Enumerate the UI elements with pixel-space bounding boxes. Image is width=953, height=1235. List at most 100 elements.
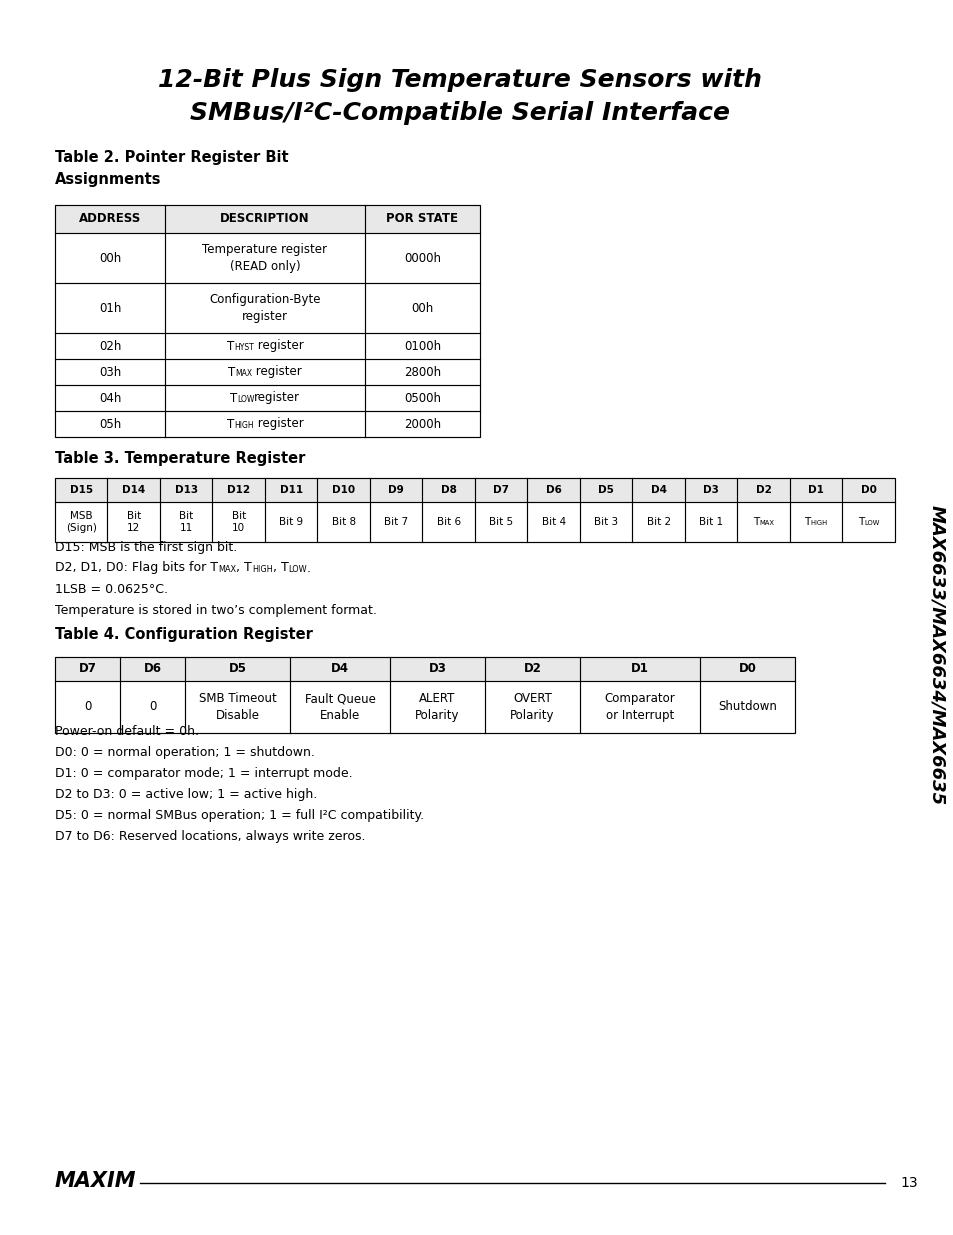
Text: D5: 0 = normal SMBus operation; 1 = full I²C compatibility.: D5: 0 = normal SMBus operation; 1 = full… [55,809,424,823]
Text: D12: D12 [227,485,250,495]
Text: Bit 8: Bit 8 [332,517,355,527]
Text: Bit 2: Bit 2 [646,517,670,527]
Text: D6: D6 [545,485,561,495]
Text: T: T [857,517,863,527]
Text: D7: D7 [493,485,509,495]
Text: ADDRESS: ADDRESS [79,212,141,226]
Text: SMBus/I²C-Compatible Serial Interface: SMBus/I²C-Compatible Serial Interface [190,101,729,125]
Text: HIGH: HIGH [233,421,253,430]
Text: D15: D15 [70,485,92,495]
Text: Fault Queue
Enable: Fault Queue Enable [304,693,375,721]
Text: D11: D11 [279,485,302,495]
Text: 00h: 00h [99,252,121,264]
Text: .: . [307,562,311,574]
Text: 2800h: 2800h [403,366,440,378]
Text: MAXIM: MAXIM [55,1171,136,1191]
Text: 0: 0 [84,700,91,714]
Text: 03h: 03h [99,366,121,378]
Text: D8: D8 [440,485,456,495]
Text: Temperature register
(READ only): Temperature register (READ only) [202,243,327,273]
Text: Configuration-Byte
register: Configuration-Byte register [209,293,320,322]
Text: register: register [252,366,302,378]
Text: MAX: MAX [218,566,236,574]
Text: HYST: HYST [233,343,253,352]
Text: D2, D1, D0: Flag bits for T: D2, D1, D0: Flag bits for T [55,562,218,574]
Text: D1: D1 [807,485,823,495]
Text: LOW: LOW [288,566,307,574]
Text: OVERT
Polarity: OVERT Polarity [510,693,554,721]
Text: Temperature is stored in two’s complement format.: Temperature is stored in two’s complemen… [55,604,376,618]
Text: Bit 7: Bit 7 [384,517,408,527]
Text: Bit 1: Bit 1 [699,517,722,527]
Text: Bit
10: Bit 10 [232,510,246,534]
Text: 2000h: 2000h [403,417,440,431]
Text: T: T [228,366,235,378]
Text: 0100h: 0100h [403,340,440,352]
Text: D5: D5 [229,662,246,676]
Text: MSB
(Sign): MSB (Sign) [66,510,96,534]
Text: 02h: 02h [99,340,121,352]
Text: 01h: 01h [99,301,121,315]
Text: T: T [803,517,810,527]
Text: Bit 4: Bit 4 [541,517,565,527]
Text: D0: 0 = normal operation; 1 = shutdown.: D0: 0 = normal operation; 1 = shutdown. [55,746,314,760]
Text: Shutdown: Shutdown [718,700,776,714]
Text: MAX: MAX [235,369,252,378]
Text: T: T [752,517,759,527]
Text: /\/\/\X/\/\: /\/\/\X/\/\ [55,1182,61,1184]
Text: 0000h: 0000h [403,252,440,264]
Text: D6: D6 [143,662,161,676]
Text: Table 4. Configuration Register: Table 4. Configuration Register [55,627,313,642]
Text: D0: D0 [860,485,876,495]
Text: D3: D3 [428,662,446,676]
Text: HIGH: HIGH [252,566,273,574]
Text: SMB Timeout
Disable: SMB Timeout Disable [198,693,276,721]
Text: D0: D0 [738,662,756,676]
Text: ALERT
Polarity: ALERT Polarity [415,693,459,721]
Text: D7: D7 [78,662,96,676]
Text: LOW: LOW [236,395,254,404]
Text: Bit 3: Bit 3 [594,517,618,527]
Text: Power-on default = 0h.: Power-on default = 0h. [55,725,199,739]
Text: D13: D13 [174,485,197,495]
Text: D3: D3 [702,485,719,495]
Text: 12-Bit Plus Sign Temperature Sensors with: 12-Bit Plus Sign Temperature Sensors wit… [158,68,761,91]
Text: 1LSB = 0.0625°C.: 1LSB = 0.0625°C. [55,583,168,597]
Text: 05h: 05h [99,417,121,431]
Text: D5: D5 [598,485,614,495]
Text: D2: D2 [523,662,541,676]
Text: D1: D1 [630,662,648,676]
Bar [55,205,479,437]
Text: D4: D4 [331,662,349,676]
Text: D9: D9 [388,485,404,495]
Text: D2: D2 [755,485,771,495]
Text: Table 3. Temperature Register: Table 3. Temperature Register [55,451,305,466]
Bar [55,205,479,233]
Text: D7 to D6: Reserved locations, always write zeros.: D7 to D6: Reserved locations, always wri… [55,830,365,844]
Text: 04h: 04h [99,391,121,405]
Text: 0: 0 [149,700,156,714]
Text: MAX6633/MAX6634/MAX6635: MAX6633/MAX6634/MAX6635 [927,505,945,805]
Text: Bit 5: Bit 5 [489,517,513,527]
Text: D1: 0 = comparator mode; 1 = interrupt mode.: D1: 0 = comparator mode; 1 = interrupt m… [55,767,353,781]
Bar [55,478,894,501]
Bar [55,657,794,680]
Bar [55,657,794,734]
Text: DESCRIPTION: DESCRIPTION [220,212,310,226]
Text: , T: , T [236,562,252,574]
Text: 0500h: 0500h [403,391,440,405]
Text: D2 to D3: 0 = active low; 1 = active high.: D2 to D3: 0 = active low; 1 = active hig… [55,788,317,802]
Text: HIGH: HIGH [810,520,827,526]
Text: 00h: 00h [411,301,434,315]
Text: T: T [227,417,233,431]
Text: D4: D4 [650,485,666,495]
Text: Table 2. Pointer Register Bit: Table 2. Pointer Register Bit [55,149,289,165]
Text: T: T [227,340,233,352]
Text: T: T [230,391,236,405]
Bar [55,478,894,542]
Text: register: register [253,417,303,431]
Text: register: register [254,391,300,405]
Text: D14: D14 [122,485,145,495]
Text: LOW: LOW [863,520,879,526]
Text: MAX: MAX [759,520,774,526]
